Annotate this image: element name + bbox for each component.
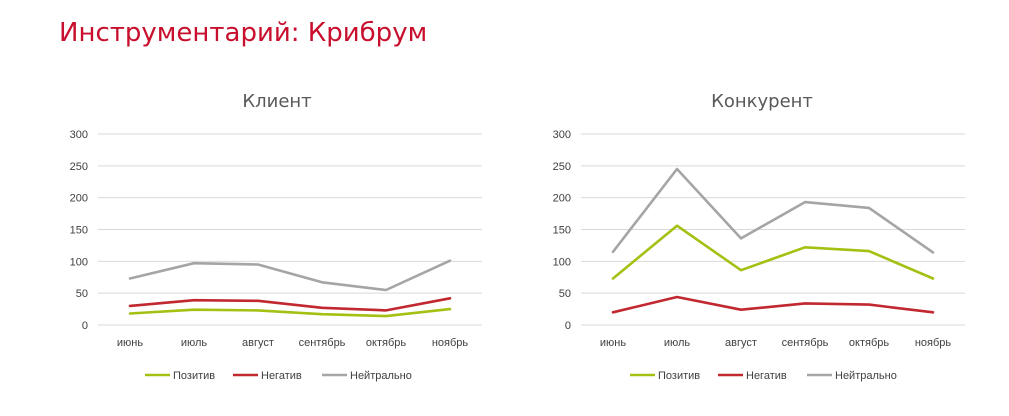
client-series-line-1 (128, 307, 452, 318)
client-x-tick-label: октябрь (366, 337, 406, 349)
competitor-y-tick-label: 50 (559, 288, 571, 300)
chart-competitor: Конкурент 0 50 100 150 200 250 300 июнь июль авгус… (553, 91, 965, 382)
competitor-y-tick-label: 200 (553, 193, 571, 205)
client-y-tick-label: 150 (70, 225, 88, 237)
competitor-series-line-1 (611, 224, 935, 280)
client-x-tick-label: сентябрь (299, 337, 346, 349)
competitor-legend-label: Позитив (658, 370, 700, 382)
competitor-x-tick-label: август (725, 337, 757, 349)
client-legend-label: Негатив (261, 370, 302, 382)
slide-title: Инструментарий: Крибрум (59, 18, 428, 48)
competitor-legend-label: Негатив (746, 370, 787, 382)
client-y-tick-label: 0 (82, 320, 88, 332)
competitor-x-tick-label: июль (664, 337, 691, 349)
competitor-y-tick-label: 150 (553, 225, 571, 237)
client-y-tick-label: 100 (70, 256, 88, 268)
competitor-series-line-2 (611, 295, 935, 314)
client-x-tick-label: июль (181, 337, 208, 349)
competitor-x-tick-label: ноябрь (915, 337, 952, 349)
chart-client: Клиент 0 50 100 150 200 250 300 июнь июль август се… (70, 91, 482, 382)
client-series-line-2 (128, 296, 452, 312)
client-x-tick-label: ноябрь (432, 337, 469, 349)
competitor-y-tick-label: 250 (553, 161, 571, 173)
client-legend-label: Нейтрально (350, 370, 412, 382)
competitor-legend-label: Нейтрально (835, 370, 897, 382)
competitor-series-line-3 (611, 167, 935, 254)
competitor-x-tick-label: октябрь (849, 337, 889, 349)
competitor-x-tick-label: сентябрь (782, 337, 829, 349)
competitor-x-tick-label: июнь (600, 337, 626, 349)
competitor-y-tick-label: 100 (553, 256, 571, 268)
competitor-y-tick-label: 0 (565, 320, 571, 332)
competitor-y-tick-label: 300 (553, 129, 571, 141)
client-x-tick-label: июнь (117, 337, 143, 349)
client-y-tick-label: 250 (70, 161, 88, 173)
client-y-tick-label: 50 (76, 288, 88, 300)
client-x-tick-label: август (242, 337, 274, 349)
client-y-tick-label: 200 (70, 193, 88, 205)
competitor-chart-title: Конкурент (711, 91, 813, 112)
client-legend-label: Позитив (173, 370, 215, 382)
client-series-line-3 (128, 259, 452, 292)
client-chart-title: Клиент (242, 91, 311, 112)
client-y-tick-label: 300 (70, 129, 88, 141)
